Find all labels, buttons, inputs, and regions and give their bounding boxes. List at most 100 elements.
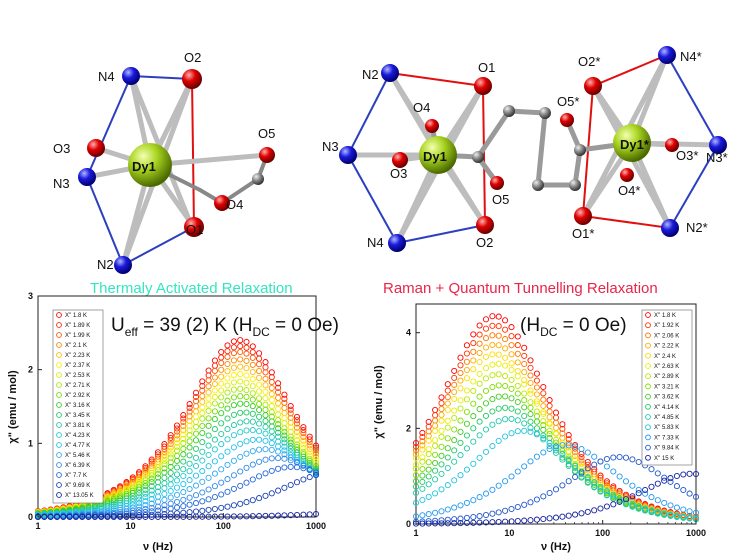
data-point — [451, 367, 458, 374]
data-point — [521, 397, 528, 404]
atom-C-right-3 — [539, 107, 551, 119]
data-point — [425, 511, 432, 518]
data-point — [205, 377, 212, 384]
data-point — [224, 476, 231, 483]
data-point — [110, 497, 117, 504]
label-O4-left: O4 — [226, 197, 243, 212]
data-point — [262, 395, 269, 402]
data-point — [533, 400, 540, 407]
data-point — [306, 511, 313, 518]
data-point — [237, 500, 244, 507]
data-point — [514, 333, 521, 340]
data-point — [161, 474, 168, 481]
atom-N3star-right — [709, 136, 727, 154]
data-point — [192, 389, 200, 396]
legend-marker — [56, 312, 62, 318]
atom-O3-left — [87, 139, 105, 157]
data-point — [654, 497, 661, 504]
data-point — [419, 485, 426, 492]
data-point — [154, 507, 162, 514]
data-point — [173, 436, 181, 443]
data-point — [457, 472, 464, 479]
data-point — [457, 397, 464, 404]
data-point — [584, 467, 591, 474]
data-point — [495, 332, 502, 339]
data-point — [514, 417, 521, 424]
data-point — [667, 478, 674, 485]
data-point — [192, 462, 200, 470]
data-point — [110, 511, 117, 518]
data-point — [451, 414, 458, 422]
data-point — [180, 418, 187, 425]
data-point — [256, 495, 263, 502]
data-point — [419, 429, 426, 436]
label-O1-right: O1 — [478, 60, 495, 75]
data-point — [565, 478, 572, 485]
data-point — [293, 432, 301, 440]
data-point — [218, 380, 225, 387]
atom-O1star-right — [574, 207, 592, 225]
data-point — [412, 443, 420, 450]
data-point — [495, 437, 502, 444]
legend-marker — [56, 422, 62, 428]
data-point — [180, 451, 187, 458]
data-point — [243, 365, 250, 372]
data-point — [199, 489, 206, 496]
data-point — [476, 513, 483, 520]
data-point — [287, 406, 294, 413]
legend-label: X'' 7.33 K — [654, 435, 679, 441]
data-point — [565, 512, 572, 519]
data-point — [470, 348, 477, 355]
data-point — [508, 385, 515, 392]
data-point — [463, 358, 470, 365]
data-point — [622, 496, 630, 503]
data-point — [148, 504, 155, 511]
data-point — [540, 493, 547, 500]
data-point — [489, 396, 496, 403]
data-point — [148, 491, 155, 498]
data-point — [470, 378, 477, 385]
label-O1-left: O1 — [186, 222, 203, 237]
data-point — [287, 410, 294, 417]
data-point — [451, 407, 458, 414]
data-point — [154, 498, 162, 505]
data-point — [521, 352, 528, 359]
data-point — [199, 382, 206, 390]
label-Dy1star-right: Dy1* — [620, 137, 650, 152]
data-point — [306, 436, 313, 443]
data-point — [597, 477, 604, 484]
data-point — [230, 372, 237, 379]
data-point — [521, 463, 528, 470]
data-point — [281, 484, 288, 491]
atom-Dy1-left — [128, 143, 172, 187]
data-point — [230, 502, 237, 509]
data-point — [224, 342, 231, 349]
data-point — [680, 471, 687, 478]
data-point — [180, 435, 187, 442]
molecule-right: Dy1 O1 O2 O3 O4 O5 N2 N3 N4 Dy1* O1* O2*… — [322, 46, 728, 252]
data-point — [287, 439, 294, 446]
data-point — [268, 423, 275, 430]
data-point — [470, 366, 477, 373]
data-point — [470, 331, 477, 338]
legend-marker — [645, 312, 651, 318]
data-point — [117, 504, 124, 511]
data-point — [154, 503, 162, 510]
atom-N2-right — [381, 64, 399, 82]
data-point — [211, 436, 218, 443]
data-point — [463, 350, 470, 357]
data-point — [230, 379, 237, 386]
data-point — [312, 442, 320, 449]
data-point — [412, 447, 420, 454]
data-point — [249, 513, 256, 520]
data-point — [218, 504, 225, 511]
data-point — [476, 519, 483, 526]
data-point — [136, 513, 143, 520]
data-point — [502, 372, 509, 380]
data-point — [457, 405, 464, 412]
data-point — [521, 360, 528, 368]
data-point — [648, 509, 655, 516]
label-O5-right: O5 — [492, 192, 509, 207]
data-point — [243, 409, 250, 416]
